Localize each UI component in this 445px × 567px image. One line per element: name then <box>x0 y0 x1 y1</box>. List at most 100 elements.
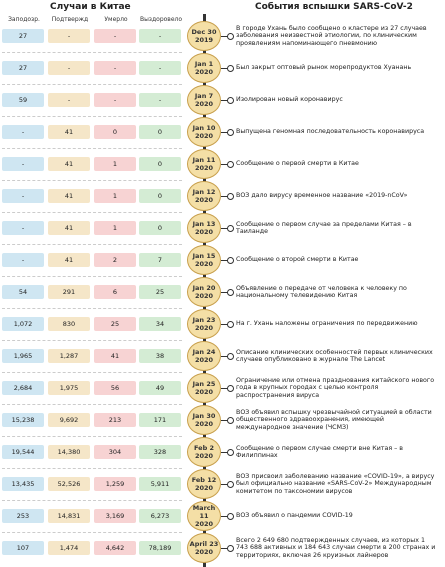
year-text: 2020 <box>194 452 214 460</box>
year-text: 2020 <box>194 420 214 428</box>
event-text: Сообщение о первой смерти в Китае <box>236 160 359 167</box>
date-text: Jan 10 <box>192 124 216 132</box>
row-separator <box>2 116 182 117</box>
event-dot <box>227 65 234 72</box>
case-count: 3,169 <box>94 509 136 523</box>
event-dot <box>227 289 234 296</box>
year-text: 2020 <box>194 520 214 528</box>
year-text: 2020 <box>194 356 214 364</box>
case-count: 0 <box>139 189 181 203</box>
case-count: 59 <box>2 93 44 107</box>
date-badge: April 23 2020 <box>187 533 221 563</box>
event-text: Описание клинических особенностей первых… <box>236 348 433 364</box>
date-text: Jan 24 <box>192 348 216 356</box>
row-separator <box>2 244 182 245</box>
case-count: 1,474 <box>48 541 90 555</box>
event-dot <box>227 321 234 328</box>
case-count: 41 <box>48 189 90 203</box>
year-text: 2020 <box>194 548 214 556</box>
date-text: Jan 30 <box>192 412 216 420</box>
case-count: 41 <box>48 157 90 171</box>
case-count: - <box>48 93 90 107</box>
event-dot <box>227 33 234 40</box>
event-dot <box>227 353 234 360</box>
year-text: 2020 <box>194 228 214 236</box>
year-text: 2019 <box>194 36 214 44</box>
event-dot <box>227 417 234 424</box>
case-count: 107 <box>2 541 44 555</box>
case-count: 27 <box>2 29 44 43</box>
event-text: Сообщение о второй смерти в Китае <box>236 256 359 263</box>
row-separator <box>2 212 182 213</box>
event-text: В городе Ухань было сообщено о кластере … <box>236 24 427 47</box>
case-count: 41 <box>48 221 90 235</box>
connector <box>221 260 229 261</box>
event-dot <box>227 545 234 552</box>
case-count: 0 <box>139 157 181 171</box>
year-text: 2020 <box>194 484 214 492</box>
case-count: 38 <box>139 349 181 363</box>
date-text: Feb 12 <box>191 476 217 484</box>
case-count: - <box>139 29 181 43</box>
event-dot <box>227 449 234 456</box>
event-dot <box>227 161 234 168</box>
case-count: - <box>2 221 44 235</box>
event-text: Выпущена геномная последовательность кор… <box>236 128 425 135</box>
event-text: ВОЗ объявил о пандемии COVID-19 <box>236 512 353 519</box>
case-count: 41 <box>48 253 90 267</box>
case-count: - <box>139 93 181 107</box>
column-header: Заподозр. <box>8 16 40 23</box>
event-text: Был закрыт оптовый рынок морепродуктов Х… <box>236 64 412 71</box>
date-badge: Jan 10 2020 <box>187 117 221 147</box>
event-text: На г. Ухань наложены ограничения по пере… <box>236 320 418 327</box>
date-badge: Jan 24 2020 <box>187 341 221 371</box>
event-text: Сообщение о первом случае за пределами К… <box>236 220 412 236</box>
case-count: 2,684 <box>2 381 44 395</box>
case-count: 291 <box>48 285 90 299</box>
date-badge: Jan 20 2020 <box>187 277 221 307</box>
case-count: 15,238 <box>2 413 44 427</box>
connector <box>221 388 229 389</box>
event-text: Сообщение о первом случае смерти вне Кит… <box>236 444 403 460</box>
case-count: - <box>2 189 44 203</box>
case-count: 1,975 <box>48 381 90 395</box>
case-count: 213 <box>94 413 136 427</box>
event-dot <box>227 129 234 136</box>
date-badge: Jan 11 2020 <box>187 149 221 179</box>
year-text: 2020 <box>194 196 214 204</box>
case-count: - <box>48 29 90 43</box>
date-text: Jan 12 <box>192 188 216 196</box>
event-text: ВОЗ объявил вспышку чрезвычайной ситуаци… <box>236 408 432 431</box>
date-badge: Jan 25 2020 <box>187 373 221 403</box>
year-text: 2020 <box>194 68 214 76</box>
case-count: 328 <box>139 445 181 459</box>
event-text: Ограничение или отмена празднования кита… <box>236 376 435 399</box>
connector <box>221 548 229 549</box>
connector <box>221 68 229 69</box>
row-separator <box>2 372 182 373</box>
year-text: 2020 <box>194 292 214 300</box>
left-title: Случаи в Китае <box>50 2 131 12</box>
year-text: 2020 <box>194 132 214 140</box>
case-count: - <box>48 61 90 75</box>
row-separator <box>2 436 182 437</box>
case-count: 1,965 <box>2 349 44 363</box>
case-count: - <box>139 61 181 75</box>
date-badge: Jan 15 2020 <box>187 245 221 275</box>
date-badge: March 11 2020 <box>187 501 221 531</box>
event-text: Всего 2 649 680 подтвержденных случаев, … <box>236 536 436 559</box>
event-dot <box>227 385 234 392</box>
year-text: 2020 <box>194 388 214 396</box>
case-count: 25 <box>139 285 181 299</box>
case-count: 41 <box>94 349 136 363</box>
event-dot <box>227 257 234 264</box>
date-text: Jan 7 <box>194 92 214 100</box>
case-count: 54 <box>2 285 44 299</box>
connector <box>221 228 229 229</box>
case-count: 6,273 <box>139 509 181 523</box>
case-count: 78,189 <box>139 541 181 555</box>
date-badge: Jan 12 2020 <box>187 181 221 211</box>
case-count: 1,259 <box>94 477 136 491</box>
event-dot <box>227 225 234 232</box>
year-text: 2020 <box>194 164 214 172</box>
